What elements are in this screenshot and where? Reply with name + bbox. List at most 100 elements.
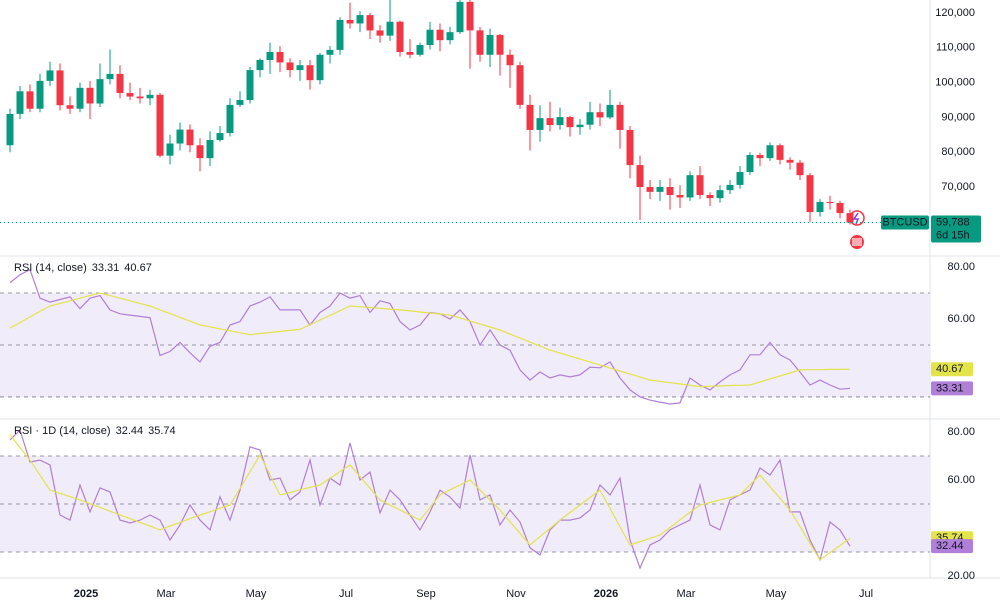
candle-body [386,21,394,36]
candle-body [216,133,224,141]
candle-body [76,87,84,109]
candle-body [756,154,764,159]
candle-body [316,54,324,81]
candle-body [406,51,414,55]
x-tick-label: 2025 [74,588,98,600]
candle-body [496,34,504,55]
candle-body [206,140,214,159]
series-line [9,428,851,570]
x-tick-label: Sep [416,588,436,600]
candle-body [566,117,574,128]
value-tag-label: 32.44 [936,540,964,552]
x-tick-label: May [246,588,267,600]
candle-body [66,105,74,109]
candle-body [6,113,14,146]
candle-body [476,30,484,55]
candle-body [606,104,614,118]
candle-body [336,19,344,50]
candle-body [326,49,334,55]
candle-body [56,70,64,106]
candle-body [96,79,104,104]
candle-body [256,59,264,71]
y-tick-label: 100,000 [935,77,975,89]
candle-body [126,93,134,97]
candle-body [806,175,814,213]
candle-body [616,104,624,130]
candle-body [156,94,164,156]
y-tick-label: 60.00 [947,313,975,325]
pane-title: RSI (14, close) [14,262,87,274]
legend-value: 35.74 [148,425,176,437]
candle-body [286,62,294,71]
candle-body [456,1,464,33]
candle-body [716,190,724,199]
candle-body [826,201,834,204]
candle-body [176,129,184,144]
candle-body [186,129,194,146]
candle-body [166,143,174,156]
y-tick-label: 20.00 [947,570,975,582]
candle-body [736,172,744,185]
candle-body [116,73,124,94]
candle-body [396,21,404,52]
candle-body [426,29,434,46]
candle-body [466,1,474,31]
y-tick-label: 70,000 [941,181,975,193]
candle-body [436,29,444,41]
y-tick-label: 80.00 [947,426,975,438]
candle-body [646,187,654,192]
candle-body [816,201,824,213]
x-tick-label: Nov [506,588,526,600]
y-tick-label: 80.00 [947,261,975,273]
y-tick-label: 110,000 [936,42,975,54]
candle-body [506,54,514,66]
candle-body [546,118,554,126]
candle-body [306,65,314,81]
candle-body [86,87,94,104]
y-tick-label: 80,000 [941,146,975,158]
candle-body [376,30,384,36]
candle-body [846,213,854,223]
symbol-tag [881,215,929,230]
price-tag [931,215,981,243]
candle-body [526,104,534,130]
candle-body [276,51,284,63]
series-line [9,434,851,561]
candle-body [36,80,44,109]
y-tick-label: 120,000 [935,7,975,19]
legend-value: 40.67 [124,262,152,274]
pane-title: RSI · 1D (14, close) [14,425,111,437]
event-icon-bolt [852,212,860,225]
candle-body [556,117,564,126]
x-tick-label: Mar [157,588,176,600]
candle-body [596,112,604,118]
candle-body [676,195,684,198]
price-tag-label: 59,788 [936,216,970,228]
x-tick-label: 2026 [594,588,618,600]
candle-body [636,165,644,188]
candle-body [366,15,374,31]
candle-body [626,129,634,166]
value-tag-label: 40.67 [936,363,964,375]
event-icons[interactable] [849,210,865,249]
candle-body [26,91,34,109]
y-tick-label: 60.00 [947,474,975,486]
candle-body [776,145,784,160]
candle-body [836,203,844,214]
candle-body [796,162,804,176]
candle-body [696,175,704,196]
candle-body [416,45,424,55]
x-tick-label: Jul [339,588,353,600]
candle-body [346,19,354,24]
y-tick-label: 90,000 [941,111,975,123]
candle-body [766,145,774,159]
value-tag-label: 33.31 [936,382,964,394]
legend-value: 33.31 [92,262,120,274]
candle-body [586,112,594,125]
candle-body [666,187,674,196]
candle-body [706,195,714,199]
candle-body [46,70,54,81]
candle-body [786,159,794,163]
candle-body [246,70,254,101]
